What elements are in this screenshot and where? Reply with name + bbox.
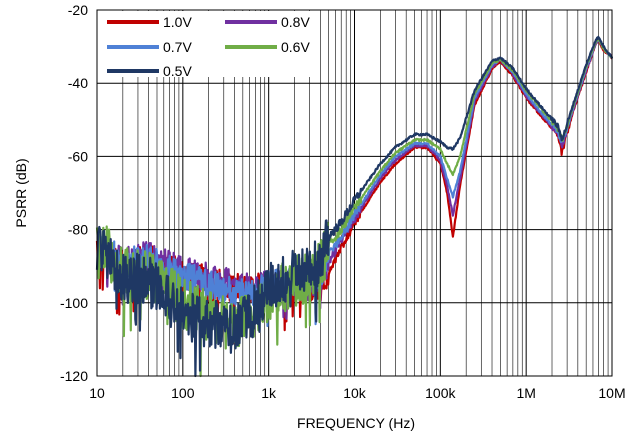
x-tick-label: 1M	[516, 385, 535, 401]
legend-label: 1.0V	[163, 14, 192, 30]
x-tick-label: 10k	[343, 385, 367, 401]
x-tick-label: 10M	[598, 385, 625, 401]
y-tick-label: -60	[68, 148, 88, 164]
x-tick-label: 10	[89, 385, 105, 401]
axes-layer: 10 100 1k 10k 100k 1M 10M -20 -40 -60 -80 -100 -120	[60, 2, 626, 401]
series-line-0.5V	[95, 35, 614, 378]
y-tick-label: -20	[68, 2, 88, 18]
plot-frame	[96, 9, 613, 377]
x-axis-label: FREQUENCY (Hz)	[297, 415, 415, 431]
series-layer	[95, 35, 614, 378]
legend-label: 0.5V	[163, 63, 192, 79]
x-tick-label: 100k	[425, 385, 456, 401]
y-tick-label: -120	[60, 368, 88, 384]
series-line-0.7V	[96, 38, 614, 328]
x-tick-label: 100	[171, 385, 195, 401]
x-tick-label: 1k	[261, 385, 277, 401]
y-axis-label: PSRR (dB)	[13, 158, 29, 227]
legend-label: 0.8V	[281, 14, 310, 30]
legend-label: 0.6V	[281, 39, 310, 55]
y-tick-label: -100	[60, 295, 88, 311]
legend-label: 0.7V	[163, 39, 192, 55]
y-tick-label: -80	[68, 222, 88, 238]
y-tick-label: -40	[68, 75, 88, 91]
legend: 1.0V 0.8V 0.7V 0.6V 0.5V	[98, 11, 318, 79]
